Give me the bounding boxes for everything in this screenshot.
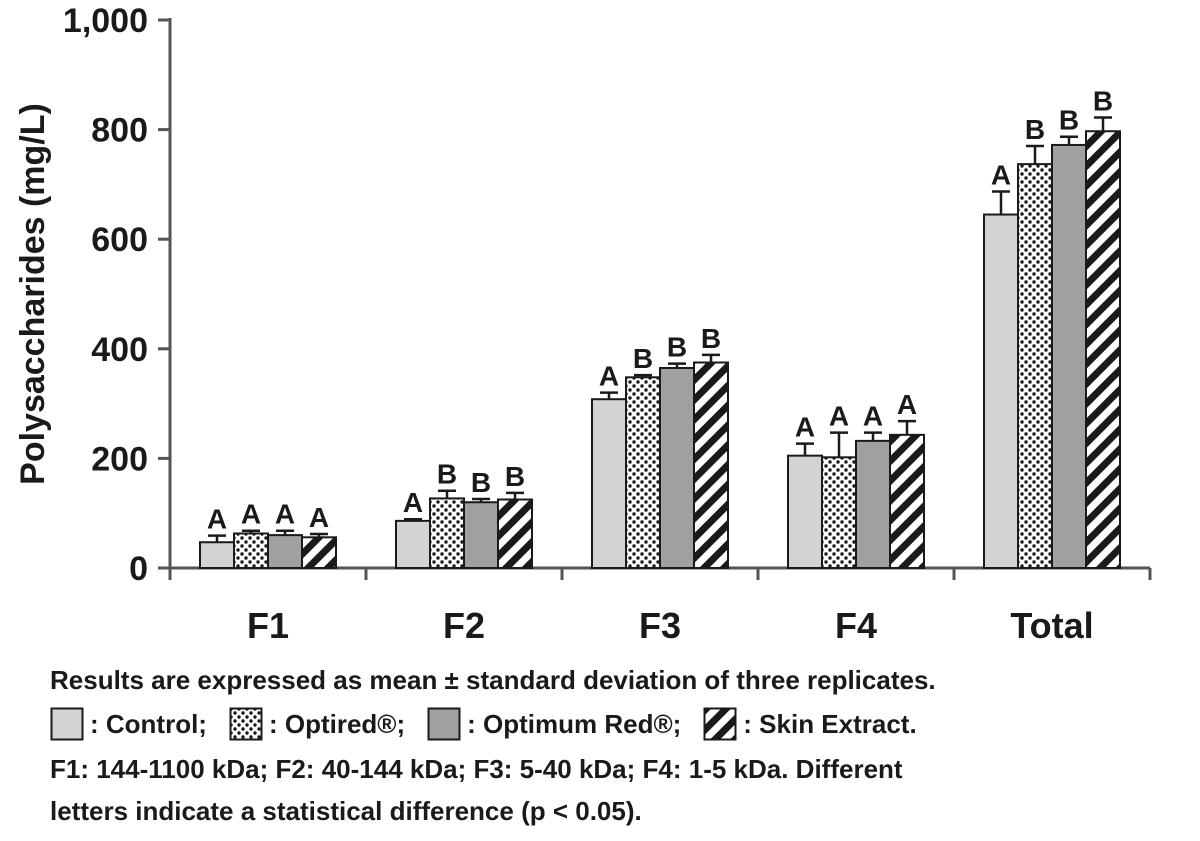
legend: : Control; : Optired®; : Optimum Red®; :… <box>50 707 917 741</box>
significance-letter: A <box>897 389 917 420</box>
significance-letter: A <box>309 502 329 533</box>
bar <box>429 497 465 569</box>
bar <box>787 454 823 569</box>
significance-letter: B <box>1093 86 1113 117</box>
significance-letter: A <box>207 504 227 535</box>
y-tick-label: 1,000 <box>63 2 148 40</box>
caption-line-4: letters indicate a statistical differenc… <box>50 796 642 826</box>
y-tick-label: 600 <box>91 221 148 259</box>
bar <box>301 536 337 570</box>
significance-letter: A <box>991 160 1011 191</box>
bar <box>395 519 431 570</box>
significance-letter: B <box>667 332 687 363</box>
y-axis-title: Polysaccharides (mg/L) <box>14 103 52 485</box>
caption-line-1: Results are expressed as mean ± standard… <box>50 665 936 695</box>
bar <box>463 501 499 569</box>
x-tick-label: Total <box>1010 605 1093 646</box>
significance-letter: B <box>1025 114 1045 145</box>
bar <box>1085 130 1121 570</box>
legend-item-control: : Control; <box>50 707 207 741</box>
y-tick-label: 800 <box>91 112 148 150</box>
significance-letter: A <box>275 499 295 530</box>
legend-swatch-optimum-red <box>427 707 461 741</box>
bar <box>983 213 1019 569</box>
significance-letter: B <box>437 459 457 490</box>
bar <box>267 534 303 569</box>
legend-item-optimum-red: : Optimum Red®; <box>427 707 681 741</box>
significance-letter: B <box>471 467 491 498</box>
legend-swatch-optired <box>229 707 263 741</box>
bar <box>591 398 627 569</box>
x-tick-label: F4 <box>835 605 877 646</box>
bar <box>497 498 533 569</box>
bar <box>855 439 891 570</box>
legend-swatch-control <box>50 707 84 741</box>
legend-label-optimum-red: : Optimum Red®; <box>467 708 682 739</box>
significance-letter: B <box>1059 105 1079 136</box>
y-tick-label: 200 <box>91 440 148 478</box>
bars <box>199 116 1121 570</box>
x-tick-label: F3 <box>639 605 681 646</box>
legend-item-optired: : Optired®; <box>229 707 405 741</box>
significance-letter: B <box>505 461 525 492</box>
significance-letter: A <box>829 401 849 432</box>
bar-chart: 0 200 400 600 800 1,000 Polysaccharides (mg/L)… <box>14 2 1152 646</box>
bar <box>1051 143 1087 569</box>
bar <box>233 532 269 570</box>
caption-line-3: F1: 144-1100 kDa; F2: 40-144 kDa; F3: 5-… <box>50 754 903 784</box>
labels: 0 200 400 600 800 1,000 Polysaccharides (mg/L)… <box>14 2 1113 646</box>
y-tick-label: 0 <box>129 550 148 588</box>
legend-label-control: : Control; <box>90 708 207 739</box>
bar <box>693 361 729 569</box>
significance-letter: A <box>863 401 883 432</box>
significance-letter: B <box>701 323 721 354</box>
bar <box>1017 163 1053 569</box>
significance-letter: A <box>795 412 815 443</box>
bar <box>821 456 857 569</box>
legend-swatch-skin-extract <box>703 707 737 741</box>
significance-letter: A <box>599 361 619 392</box>
legend-label-skin-extract: : Skin Extract. <box>743 708 917 739</box>
x-tick-label: F1 <box>247 605 289 646</box>
bar <box>659 366 695 570</box>
legend-label-optired: : Optired®; <box>268 708 406 739</box>
significance-letter: A <box>403 487 423 518</box>
bar <box>889 433 925 569</box>
y-tick-label: 400 <box>91 331 148 369</box>
x-tick-label: F2 <box>443 605 485 646</box>
bar <box>199 541 235 570</box>
bar <box>625 376 661 569</box>
significance-letter: B <box>633 343 653 374</box>
legend-item-skin-extract: : Skin Extract. <box>703 707 917 741</box>
significance-letter: A <box>241 499 261 530</box>
